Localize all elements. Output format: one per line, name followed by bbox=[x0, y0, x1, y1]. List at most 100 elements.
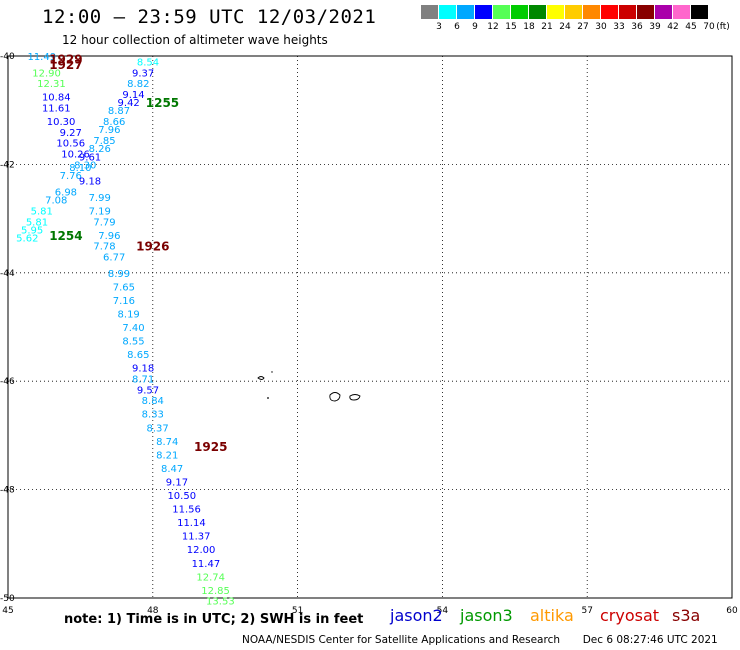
scale-label-45: 45 bbox=[685, 22, 697, 32]
swh-observation: 12.31 bbox=[37, 79, 66, 90]
swh-observation: 8.33 bbox=[142, 410, 164, 421]
lon-tick-label: 60 bbox=[726, 606, 738, 616]
scale-swatch-6 bbox=[439, 5, 457, 19]
swh-observation: 7.40 bbox=[122, 323, 144, 334]
lon-tick-label: 45 bbox=[2, 606, 13, 616]
map-title: 12:00 — 23:59 UTC 12/03/2021 bbox=[42, 6, 377, 28]
scale-label-33: 33 bbox=[613, 22, 625, 32]
legend-jason3: jason3 bbox=[460, 606, 513, 625]
swh-observation: 9.27 bbox=[60, 128, 82, 139]
swh-observation: 9.57 bbox=[137, 385, 159, 396]
scale-swatch-12 bbox=[475, 5, 493, 19]
scale-swatch-33 bbox=[601, 5, 619, 19]
swh-observation: 9.61 bbox=[79, 152, 101, 163]
swh-observation: 6.77 bbox=[103, 253, 125, 264]
island-outline bbox=[257, 376, 265, 380]
legend-altika: altika bbox=[530, 606, 574, 625]
swh-observation: 8.26 bbox=[89, 144, 111, 155]
swh-observation: 8.71 bbox=[132, 374, 154, 385]
scale-label-18: 18 bbox=[523, 22, 535, 32]
swh-observation: 11.47 bbox=[192, 559, 221, 570]
lon-tick-label: 51 bbox=[292, 606, 303, 616]
swh-observation: 8.54 bbox=[137, 57, 159, 68]
swh-observation: 10.30 bbox=[47, 117, 76, 128]
swh-observation: 9.18 bbox=[79, 177, 101, 188]
swh-observation: 5.62 bbox=[16, 234, 38, 245]
map-frame bbox=[7, 55, 733, 599]
scale-label-30: 30 bbox=[595, 22, 607, 32]
swh-observation: 7.19 bbox=[89, 206, 111, 217]
legend-cryosat: cryosat bbox=[600, 606, 660, 625]
island-outline bbox=[349, 394, 361, 401]
scale-swatch-27 bbox=[565, 5, 583, 19]
scale-unit-label: (ft) bbox=[716, 22, 730, 32]
swh-observation: 9.17 bbox=[166, 477, 188, 488]
scale-label-15: 15 bbox=[505, 22, 517, 32]
swh-observation: 9.42 bbox=[118, 98, 140, 109]
swh-observation: 11.14 bbox=[177, 518, 206, 529]
legend-s3a: s3a bbox=[672, 606, 701, 625]
swh-observation: 10.56 bbox=[56, 139, 85, 150]
swh-observation: 12.85 bbox=[201, 586, 230, 597]
scale-swatch-21 bbox=[529, 5, 547, 19]
lat-tick-label: -48 bbox=[0, 486, 15, 496]
scale-label-21: 21 bbox=[541, 22, 553, 32]
swh-observation: 7.96 bbox=[98, 125, 120, 136]
swh-observation: 7.65 bbox=[113, 282, 135, 293]
lat-tick-label: -44 bbox=[0, 269, 15, 279]
swh-observation: 8.74 bbox=[156, 437, 178, 448]
swh-observation: 7.78 bbox=[93, 242, 115, 253]
swh-observation: 9.37 bbox=[132, 68, 154, 79]
scale-swatch-15 bbox=[493, 5, 511, 19]
wave-height-color-scale: 3 6 9 12 15 18 21 24 27 30 33 36 39 42 45 70 (ft) bbox=[421, 5, 730, 35]
swh-observation: 8.82 bbox=[127, 79, 149, 90]
swh-observation: 8.99 bbox=[108, 269, 130, 280]
swh-observation: 7.79 bbox=[93, 217, 115, 228]
scale-swatch-24 bbox=[547, 5, 565, 19]
swh-observation: 5.81 bbox=[31, 206, 53, 217]
track-time-label: 1925 bbox=[194, 440, 227, 454]
swh-observation: 12.74 bbox=[196, 572, 225, 583]
swh-observation: 5.81 bbox=[26, 217, 48, 228]
swh-observation: 11.49 bbox=[27, 52, 56, 63]
swh-observation: 13.53 bbox=[206, 597, 235, 608]
swh-observation: 9.14 bbox=[122, 90, 144, 101]
swh-observation: 8.55 bbox=[122, 337, 144, 348]
scale-label-27: 27 bbox=[577, 22, 589, 32]
scale-swatch-45 bbox=[673, 5, 691, 19]
swh-observation: 8.87 bbox=[108, 106, 130, 117]
swh-observation: 8.21 bbox=[156, 450, 178, 461]
swh-observation: 10.26 bbox=[61, 150, 90, 161]
track-time-label: 1926 bbox=[136, 240, 169, 254]
scale-label-70: 70 bbox=[703, 22, 715, 32]
lat-tick-label: -42 bbox=[0, 160, 15, 170]
scale-label-42: 42 bbox=[667, 22, 679, 32]
scale-label-12: 12 bbox=[487, 22, 499, 32]
swh-observation: 6.98 bbox=[55, 188, 77, 199]
swh-observation: 11.56 bbox=[172, 505, 201, 516]
island-dot bbox=[267, 397, 269, 399]
lat-tick-label: -40 bbox=[0, 52, 15, 62]
legend-jason2: jason2 bbox=[390, 606, 443, 625]
island-outline bbox=[329, 392, 341, 402]
scale-swatch-36 bbox=[619, 5, 637, 19]
swh-observation: 7.08 bbox=[45, 196, 67, 207]
units-note: note: 1) Time is in UTC; 2) SWH is in fe… bbox=[64, 612, 364, 627]
swh-observation: 7.96 bbox=[98, 231, 120, 242]
scale-swatch-39 bbox=[637, 5, 655, 19]
swh-observation: 10.84 bbox=[42, 93, 71, 104]
lon-tick-label: 57 bbox=[581, 606, 592, 616]
scale-swatch-9 bbox=[457, 5, 475, 19]
swh-observation: 12.90 bbox=[32, 68, 61, 79]
track-time-label: 1254 bbox=[49, 229, 82, 243]
swh-observation: 7.85 bbox=[93, 136, 115, 147]
footer-credit: NOAA/NESDIS Center for Satellite Applica… bbox=[242, 634, 718, 646]
swh-observation: 8.19 bbox=[118, 309, 140, 320]
swh-observation: 9.18 bbox=[132, 364, 154, 375]
swh-observation: 5.95 bbox=[21, 225, 43, 236]
swh-observation: 11.37 bbox=[182, 532, 211, 543]
scale-swatch-70 bbox=[691, 5, 709, 19]
swh-observation: 7.16 bbox=[113, 296, 135, 307]
swh-observation: 11.61 bbox=[42, 103, 71, 114]
swh-observation: 8.47 bbox=[161, 464, 183, 475]
